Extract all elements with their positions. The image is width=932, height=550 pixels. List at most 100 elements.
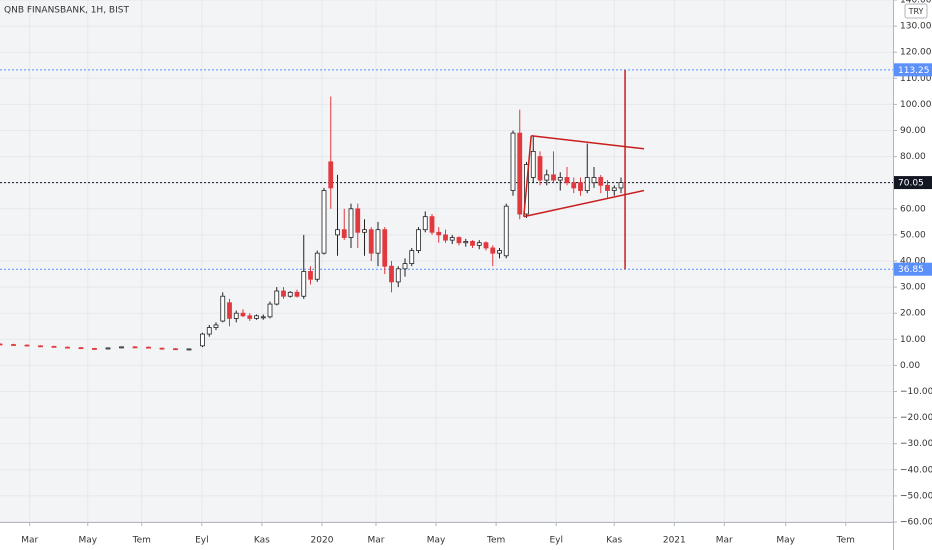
price-label-box bbox=[894, 176, 932, 190]
y-tick-label: −50.00 bbox=[900, 491, 932, 501]
y-tick-label: 90.00 bbox=[900, 126, 926, 136]
price-label: 70.05 bbox=[898, 179, 924, 189]
candle-body bbox=[557, 177, 563, 181]
candle-body bbox=[247, 315, 253, 319]
candle-body bbox=[328, 161, 334, 189]
candle-body bbox=[375, 229, 381, 254]
candle-body bbox=[274, 290, 280, 305]
candle-body bbox=[598, 177, 604, 186]
y-tick-label: −40.00 bbox=[900, 465, 932, 475]
y-tick-label: 40.00 bbox=[900, 257, 926, 267]
price-label-box bbox=[894, 262, 932, 276]
x-tick-label: May bbox=[776, 536, 795, 546]
candle-body bbox=[429, 216, 435, 233]
candle-body bbox=[146, 346, 151, 349]
candle-body bbox=[260, 316, 266, 319]
y-tick-label: 50.00 bbox=[900, 230, 926, 240]
trendline bbox=[523, 189, 645, 218]
candle-body bbox=[51, 345, 57, 348]
currency-button[interactable] bbox=[904, 3, 928, 19]
candle-body bbox=[551, 174, 556, 181]
candle-body bbox=[416, 229, 421, 251]
candle-body bbox=[544, 174, 550, 181]
candle-body bbox=[65, 346, 70, 349]
candle-body bbox=[503, 205, 509, 257]
candle-body bbox=[11, 344, 16, 346]
x-tick-label: 2021 bbox=[663, 536, 686, 546]
y-tick-label: 0.00 bbox=[900, 361, 920, 371]
y-tick-label: 20.00 bbox=[900, 309, 926, 319]
candle-body bbox=[389, 265, 394, 283]
chart-title: QNB FINANSBANK, 1H, BIST bbox=[4, 6, 129, 16]
y-tick-label: −30.00 bbox=[900, 439, 932, 449]
y-tick-label: 120.00 bbox=[900, 48, 932, 58]
candle-body bbox=[294, 291, 300, 297]
candle-body bbox=[578, 182, 583, 191]
candle-body bbox=[422, 216, 428, 231]
candle-body bbox=[362, 229, 367, 233]
candle-body bbox=[402, 263, 408, 270]
x-tick-label: Tem bbox=[132, 536, 151, 546]
candle-body bbox=[200, 333, 205, 347]
candle-body bbox=[510, 132, 516, 191]
x-tick-label: Eyl bbox=[195, 536, 209, 546]
candle-body bbox=[497, 250, 502, 254]
candle-body bbox=[449, 237, 455, 241]
candle-body bbox=[618, 182, 624, 189]
candle-body bbox=[443, 234, 448, 241]
price-label-box bbox=[894, 63, 932, 77]
candle-body bbox=[0, 343, 3, 346]
x-tick-label: May bbox=[427, 536, 446, 546]
x-tick-label: Eyl bbox=[549, 536, 563, 546]
candle-body bbox=[24, 344, 30, 347]
candle-body bbox=[227, 302, 232, 319]
candle-body bbox=[517, 132, 523, 215]
candle-body bbox=[537, 156, 543, 181]
trendline bbox=[523, 135, 532, 217]
candle-body bbox=[605, 184, 610, 191]
candle-body bbox=[476, 242, 482, 246]
candle-body bbox=[301, 271, 307, 297]
y-tick-label: −10.00 bbox=[900, 387, 932, 397]
candle-body bbox=[186, 348, 192, 351]
candle-body bbox=[105, 347, 111, 350]
candle-body bbox=[254, 315, 259, 319]
x-tick-label: Kas bbox=[606, 536, 622, 546]
x-tick-label: Mar bbox=[716, 536, 733, 546]
candle-body bbox=[159, 347, 165, 350]
candle-body bbox=[564, 177, 570, 184]
candle-body bbox=[341, 229, 347, 238]
candle-body bbox=[321, 190, 327, 254]
candle-body bbox=[119, 346, 124, 349]
candle-body bbox=[409, 250, 415, 265]
candle-body bbox=[78, 347, 84, 350]
candle-body bbox=[436, 231, 442, 236]
y-tick-label: 80.00 bbox=[900, 152, 926, 162]
candle-body bbox=[382, 229, 388, 267]
currency-label[interactable]: TRY bbox=[908, 7, 924, 16]
candle-body bbox=[267, 303, 273, 318]
y-tick-label: 140.00 bbox=[900, 0, 932, 6]
x-tick-label: May bbox=[78, 536, 97, 546]
candle-body bbox=[38, 345, 43, 348]
y-tick-label: −20.00 bbox=[900, 413, 932, 423]
candle-body bbox=[530, 150, 536, 178]
candle-body bbox=[355, 208, 361, 233]
candle-body bbox=[483, 242, 489, 249]
y-tick-label: 30.00 bbox=[900, 283, 926, 293]
candle-body bbox=[173, 348, 178, 351]
candle-body bbox=[92, 348, 97, 350]
y-tick-label: 110.00 bbox=[900, 74, 932, 84]
candle-body bbox=[233, 312, 239, 319]
candle-body bbox=[308, 271, 313, 280]
y-tick-label: 10.00 bbox=[900, 335, 926, 345]
candle-body bbox=[220, 295, 226, 322]
x-tick-label: 2020 bbox=[311, 536, 334, 546]
candle-body bbox=[213, 324, 219, 328]
candle-body bbox=[287, 291, 293, 297]
candle-body bbox=[395, 268, 401, 283]
candle-body bbox=[281, 290, 286, 297]
x-tick-label: Tem bbox=[486, 536, 505, 546]
candle-body bbox=[611, 187, 617, 191]
